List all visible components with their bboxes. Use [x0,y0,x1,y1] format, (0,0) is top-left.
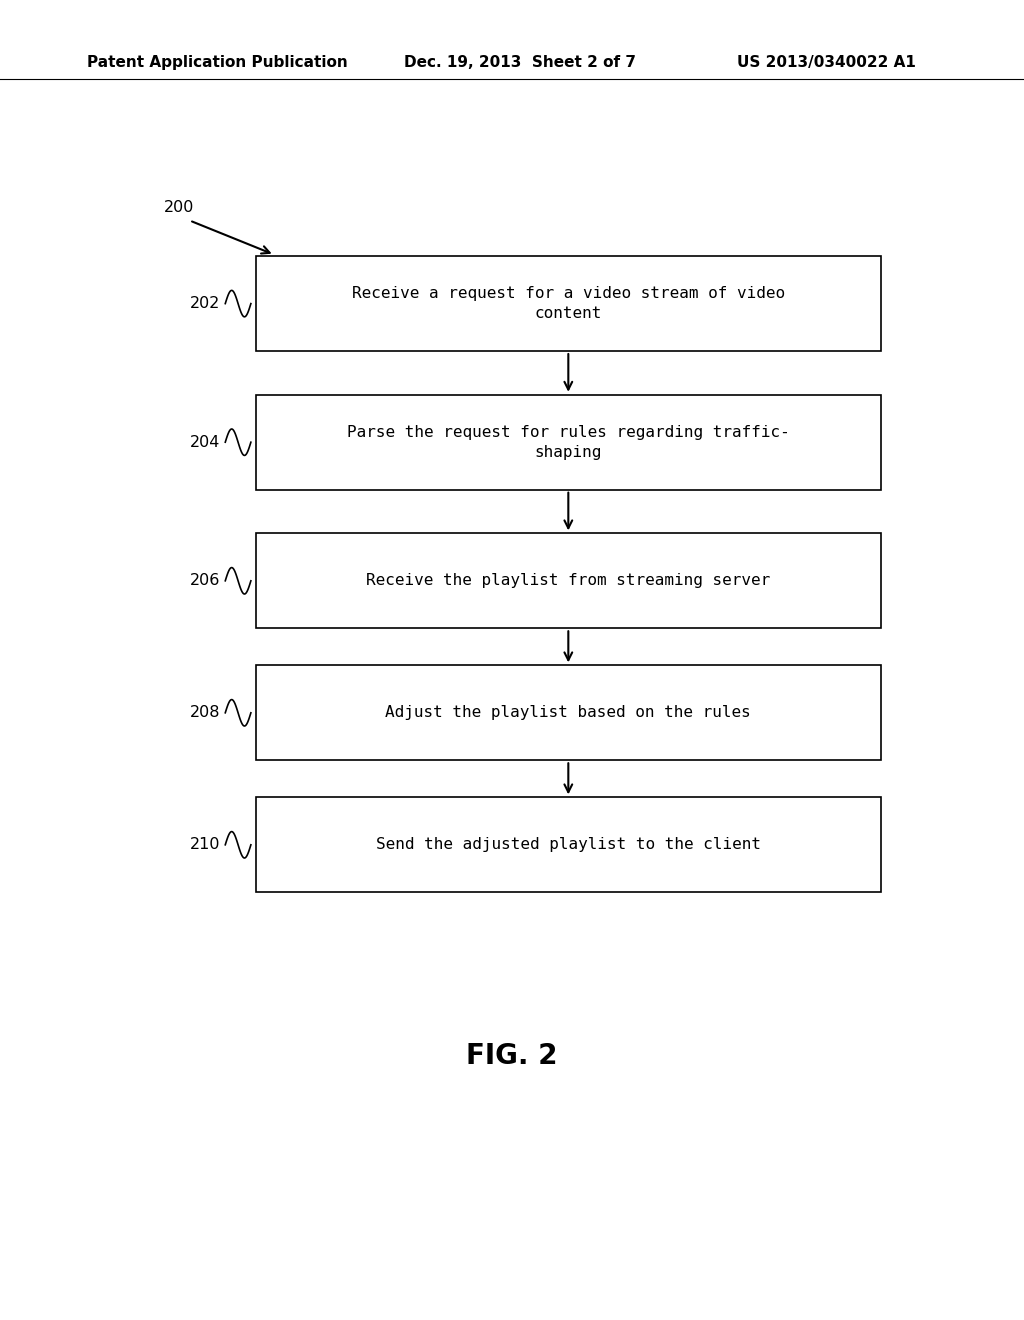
Text: 204: 204 [189,434,220,450]
Text: 206: 206 [189,573,220,589]
Text: Adjust the playlist based on the rules: Adjust the playlist based on the rules [385,705,752,721]
Text: 208: 208 [189,705,220,721]
Bar [256,665,881,760]
Text: 210: 210 [189,837,220,853]
Text: Parse the request for rules regarding traffic-
shaping: Parse the request for rules regarding tr… [347,425,790,459]
Text: Receive a request for a video stream of video
content: Receive a request for a video stream of … [352,286,784,321]
Text: Send the adjusted playlist to the client: Send the adjusted playlist to the client [376,837,761,853]
Text: FIG. 2: FIG. 2 [466,1041,558,1071]
Text: 200: 200 [164,199,195,215]
Bar [256,395,881,490]
Text: Dec. 19, 2013  Sheet 2 of 7: Dec. 19, 2013 Sheet 2 of 7 [404,54,637,70]
Bar [256,256,881,351]
Bar [256,533,881,628]
Text: US 2013/0340022 A1: US 2013/0340022 A1 [737,54,916,70]
Text: Receive the playlist from streaming server: Receive the playlist from streaming serv… [367,573,770,589]
Bar [256,797,881,892]
Text: Patent Application Publication: Patent Application Publication [87,54,348,70]
Text: 202: 202 [189,296,220,312]
